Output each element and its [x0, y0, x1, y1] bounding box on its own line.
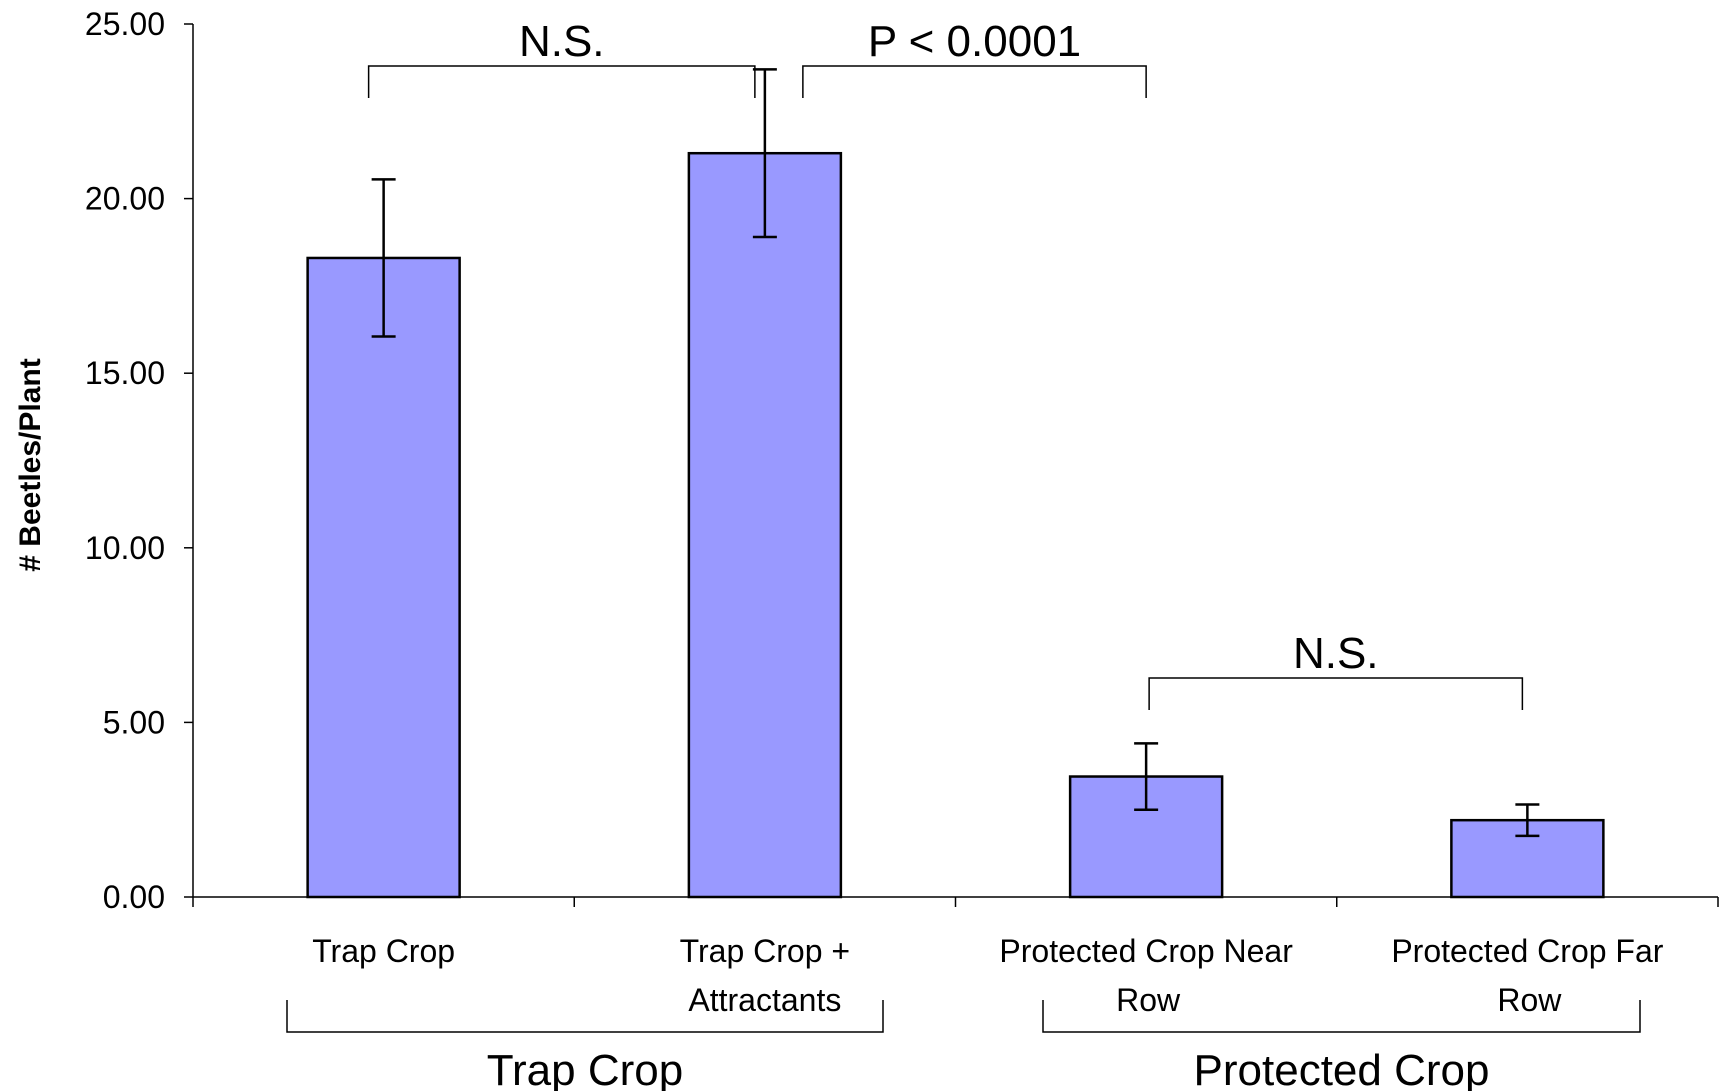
- significance-label: N.S.: [519, 17, 605, 66]
- y-axis: 0.00 5.00 10.00 15.00 20.00 25.00: [85, 6, 194, 915]
- bar: [1068, 775, 1224, 899]
- category-labels: Trap Crop Trap Crop + Attractants Protected…: [312, 933, 1664, 1018]
- bars: [306, 151, 1605, 899]
- significance-bracket: [1148, 677, 1524, 710]
- group-label: Protected Crop: [1194, 1046, 1490, 1091]
- error-bars: [371, 68, 1540, 838]
- bar: [1450, 818, 1605, 899]
- x-axis: [192, 896, 1719, 907]
- y-tick-label: 0.00: [103, 879, 165, 915]
- group-brackets: Trap Crop Protected Crop: [286, 1000, 1641, 1091]
- x-tick-label: Protected Crop Far: [1391, 933, 1663, 969]
- x-tick-label: Row: [1116, 982, 1181, 1018]
- y-tick-label: 25.00: [85, 6, 165, 42]
- x-tick-label: Trap Crop: [312, 933, 455, 969]
- y-tick-label: 15.00: [85, 355, 165, 391]
- bar: [687, 151, 843, 899]
- x-tick-label: Protected Crop Near: [999, 933, 1293, 969]
- significance-bracket: [367, 65, 756, 98]
- x-tick-label: Attractants: [688, 982, 841, 1018]
- x-tick-label: Trap Crop +: [680, 933, 850, 969]
- y-axis-label: # Beetles/Plant: [14, 358, 47, 571]
- bar: [306, 256, 461, 899]
- significance-label: N.S.: [1293, 629, 1379, 678]
- significance-bracket: [802, 65, 1147, 98]
- group-bracket: [1042, 1000, 1641, 1033]
- y-tick-label: 5.00: [103, 704, 165, 740]
- group-label: Trap Crop: [487, 1046, 683, 1091]
- significance-label: P < 0.0001: [868, 17, 1081, 66]
- y-tick-label: 10.00: [85, 530, 165, 566]
- significance-annotations: N.S. P < 0.0001 N.S.: [367, 17, 1524, 710]
- group-bracket: [286, 1000, 884, 1033]
- y-tick-label: 20.00: [85, 181, 165, 217]
- x-tick-label: Row: [1497, 982, 1562, 1018]
